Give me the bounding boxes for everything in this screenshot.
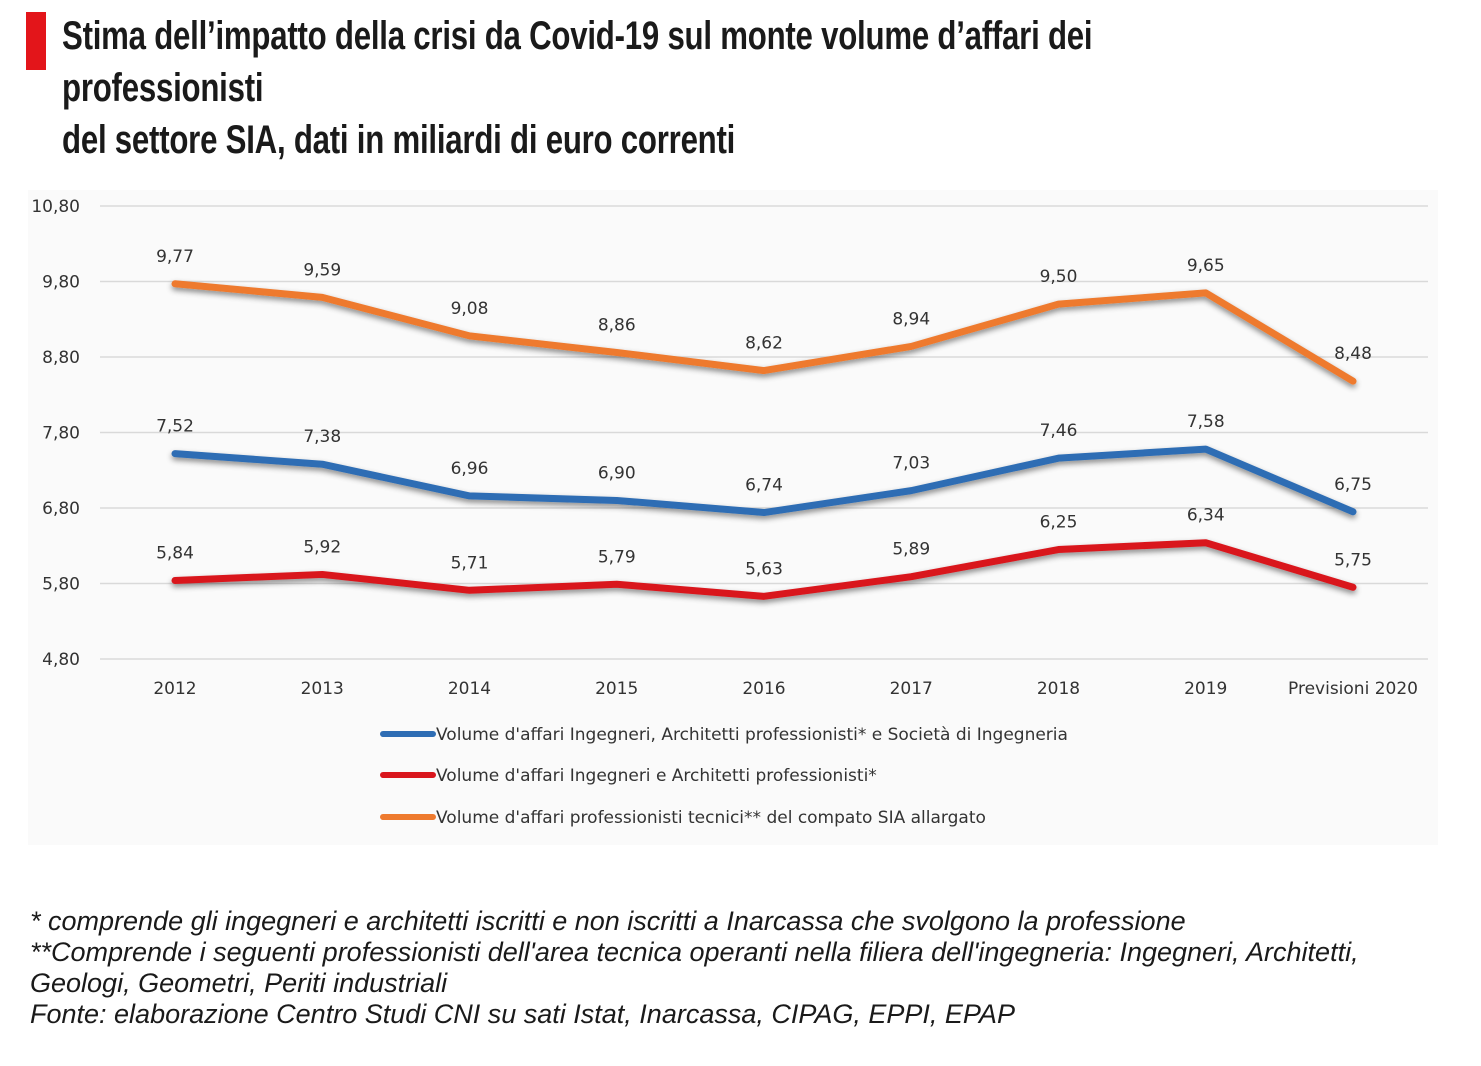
- data-label: 9,65: [1187, 256, 1225, 276]
- data-point: [1058, 549, 1059, 551]
- data-label: 6,90: [598, 463, 636, 483]
- data-point: [763, 370, 765, 372]
- data-point: [1205, 542, 1207, 544]
- data-point: [321, 296, 323, 298]
- y-tick-label: 9,80: [42, 273, 80, 293]
- footnotes: * comprende gli ingegneri e architetti i…: [30, 906, 1470, 1030]
- legend-label: Volume d'affari Ingegneri e Architetti p…: [436, 766, 877, 786]
- y-tick-label: 10,80: [31, 197, 80, 217]
- title-line-2: del settore SIA, dati in miliardi di eur…: [62, 118, 736, 162]
- data-label: 8,62: [745, 334, 783, 354]
- x-tick-label: 2016: [742, 679, 785, 699]
- data-point: [1205, 448, 1207, 450]
- data-point: [174, 283, 176, 285]
- x-tick-label: 2012: [153, 679, 196, 699]
- data-label: 6,75: [1334, 475, 1372, 495]
- x-tick-label: 2014: [448, 679, 491, 699]
- data-point: [174, 579, 176, 581]
- data-point: [469, 335, 470, 337]
- data-label: 6,74: [745, 476, 783, 496]
- x-tick-label: 2013: [301, 679, 344, 699]
- data-label: 5,84: [156, 543, 194, 563]
- data-label: 9,59: [303, 260, 341, 280]
- title-line-1: Stima dell’impatto della crisi da Covid-…: [62, 14, 1093, 110]
- data-point: [910, 576, 912, 578]
- data-label: 7,52: [156, 417, 194, 437]
- data-point: [174, 453, 176, 455]
- data-label: 7,03: [892, 454, 930, 474]
- data-label: 5,71: [451, 553, 489, 573]
- data-label: 5,63: [745, 559, 783, 579]
- data-label: 8,86: [598, 315, 636, 335]
- footnote-2: **Comprende i seguenti professionisti de…: [30, 937, 1359, 967]
- y-tick-label: 8,80: [42, 348, 80, 368]
- chart-panel: [28, 190, 1438, 845]
- data-label: 7,46: [1040, 421, 1078, 441]
- data-label: 9,77: [156, 247, 194, 267]
- source-note: Fonte: elaborazione Centro Studi CNI su …: [30, 999, 1015, 1029]
- data-label: 9,50: [1040, 267, 1078, 287]
- data-label: 6,34: [1187, 506, 1225, 526]
- data-point: [1205, 292, 1207, 294]
- x-tick-label: 2017: [890, 679, 933, 699]
- footnote-1: * comprende gli ingegneri e architetti i…: [30, 906, 1186, 936]
- data-point: [321, 463, 323, 465]
- y-tick-label: 4,80: [42, 650, 80, 670]
- data-point: [910, 345, 912, 347]
- data-label: 8,94: [892, 309, 930, 329]
- data-label: 5,75: [1334, 550, 1372, 570]
- x-tick-label: 2015: [595, 679, 638, 699]
- data-label: 8,48: [1334, 344, 1372, 364]
- data-point: [1352, 511, 1354, 513]
- y-tick-label: 7,80: [42, 424, 80, 444]
- data-point: [469, 589, 470, 591]
- data-label: 5,89: [892, 540, 930, 560]
- page-title: Stima dell’impatto della crisi da Covid-…: [62, 10, 1154, 166]
- data-point: [1352, 380, 1354, 382]
- series-line: [171, 280, 1357, 385]
- data-point: [1352, 586, 1354, 588]
- footnote-2-continued: Geologi, Geometri, Periti industriali: [30, 968, 448, 998]
- data-label: 5,79: [598, 547, 636, 567]
- data-point: [910, 490, 912, 492]
- data-point: [616, 499, 618, 501]
- x-tick-label: Previsioni 2020: [1288, 679, 1418, 699]
- data-label: 7,38: [303, 427, 341, 447]
- data-point: [616, 351, 618, 353]
- data-point: [321, 573, 323, 575]
- x-tick-label: 2018: [1037, 679, 1080, 699]
- x-tick-label: 2019: [1184, 679, 1227, 699]
- data-label: 5,92: [303, 537, 341, 557]
- legend-label: Volume d'affari professionisti tecnici**…: [436, 808, 986, 828]
- data-point: [1058, 303, 1059, 305]
- data-label: 6,25: [1040, 513, 1078, 533]
- y-tick-label: 5,80: [42, 575, 80, 595]
- legend-label: Volume d'affari Ingegneri, Architetti pr…: [436, 725, 1068, 745]
- title-accent-bar: [26, 12, 46, 70]
- data-label: 9,08: [451, 299, 489, 319]
- data-point: [763, 595, 765, 597]
- data-label: 6,96: [451, 459, 489, 479]
- data-point: [469, 495, 470, 497]
- data-label: 7,58: [1187, 412, 1225, 432]
- data-point: [1058, 457, 1059, 459]
- y-tick-label: 6,80: [42, 499, 80, 519]
- line-chart: 4,80 5,80 6,80 7,80 8,80 9,80 10,80 2012 2013 201…: [31, 197, 1428, 828]
- data-point: [616, 583, 618, 585]
- data-point: [763, 512, 765, 514]
